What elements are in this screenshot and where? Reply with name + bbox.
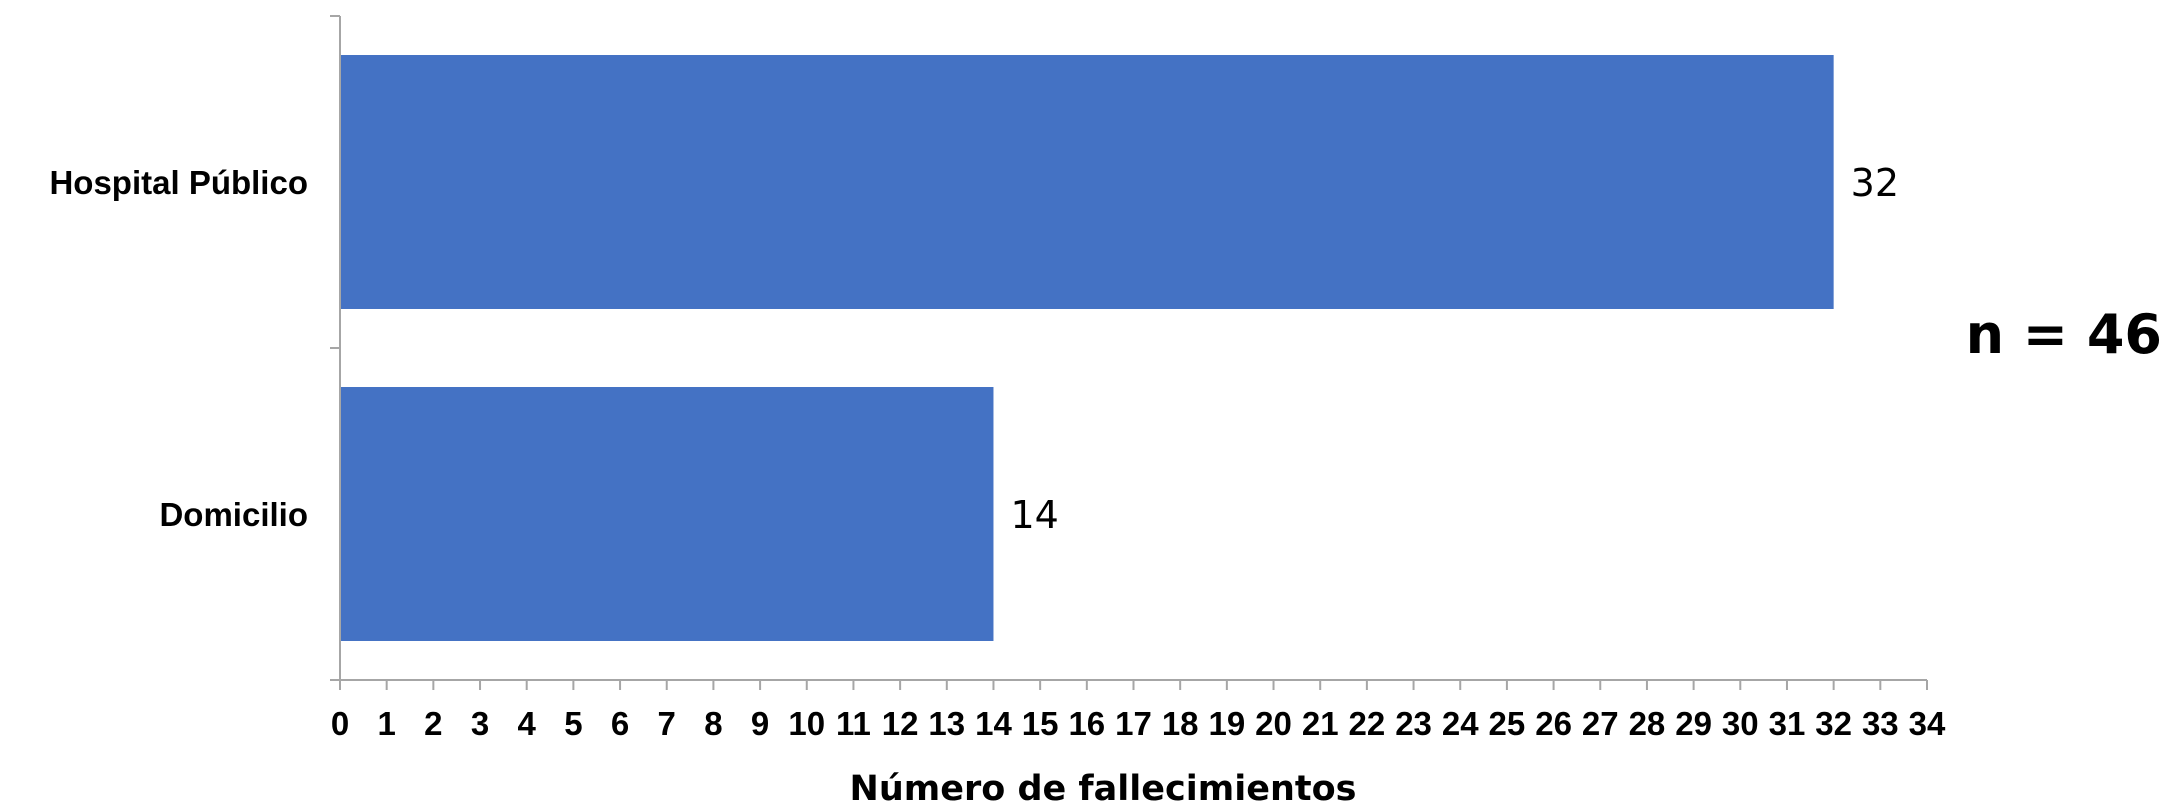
x-tick-label-20: 20 <box>1255 705 1292 742</box>
x-tick-label-25: 25 <box>1489 705 1526 742</box>
x-tick-label-17: 17 <box>1115 705 1152 742</box>
x-tick-label-28: 28 <box>1629 705 1666 742</box>
x-tick-label-18: 18 <box>1162 705 1199 742</box>
x-tick-label-26: 26 <box>1535 705 1572 742</box>
x-tick-label-29: 29 <box>1675 705 1712 742</box>
x-tick-label-8: 8 <box>704 705 722 742</box>
x-tick-label-9: 9 <box>751 705 769 742</box>
x-tick-label-16: 16 <box>1068 705 1105 742</box>
x-tick-label-19: 19 <box>1208 705 1245 742</box>
x-tick-label-3: 3 <box>471 705 489 742</box>
category-label-1: Hospital Público <box>49 164 308 201</box>
x-tick-label-6: 6 <box>611 705 629 742</box>
x-tick-label-24: 24 <box>1442 705 1479 742</box>
sample-size-annotation: n = 46 <box>1966 303 2162 366</box>
x-tick-label-32: 32 <box>1815 705 1852 742</box>
x-tick-label-10: 10 <box>788 705 825 742</box>
x-tick-label-27: 27 <box>1582 705 1619 742</box>
x-tick-label-5: 5 <box>564 705 582 742</box>
x-tick-label-15: 15 <box>1022 705 1059 742</box>
x-tick-label-12: 12 <box>882 705 919 742</box>
x-tick-label-7: 7 <box>658 705 676 742</box>
axis-layer <box>330 15 1928 690</box>
x-tick-label-13: 13 <box>928 705 965 742</box>
x-tick-label-2: 2 <box>424 705 442 742</box>
x-tick-label-11: 11 <box>836 705 871 742</box>
category-label-2: Domicilio <box>159 496 308 533</box>
x-axis-title: Número de fallecimientos <box>850 769 1357 802</box>
x-tick-label-14: 14 <box>975 705 1012 742</box>
x-tick-label-30: 30 <box>1722 705 1759 742</box>
x-tick-label-34: 34 <box>1909 705 1946 742</box>
x-tick-label-23: 23 <box>1395 705 1432 742</box>
bar-1 <box>340 55 1834 309</box>
x-tick-label-0: 0 <box>331 705 349 742</box>
x-tick-label-33: 33 <box>1862 705 1899 742</box>
x-tick-label-4: 4 <box>518 705 537 742</box>
x-tick-label-22: 22 <box>1349 705 1386 742</box>
x-tick-label-1: 1 <box>377 705 395 742</box>
x-tick-label-31: 31 <box>1769 705 1806 742</box>
data-label-1: 32 <box>1851 161 1899 205</box>
bars-layer <box>340 55 1834 641</box>
x-tick-label-21: 21 <box>1302 705 1339 742</box>
data-label-2: 14 <box>1010 493 1058 537</box>
bar-2 <box>340 387 994 641</box>
